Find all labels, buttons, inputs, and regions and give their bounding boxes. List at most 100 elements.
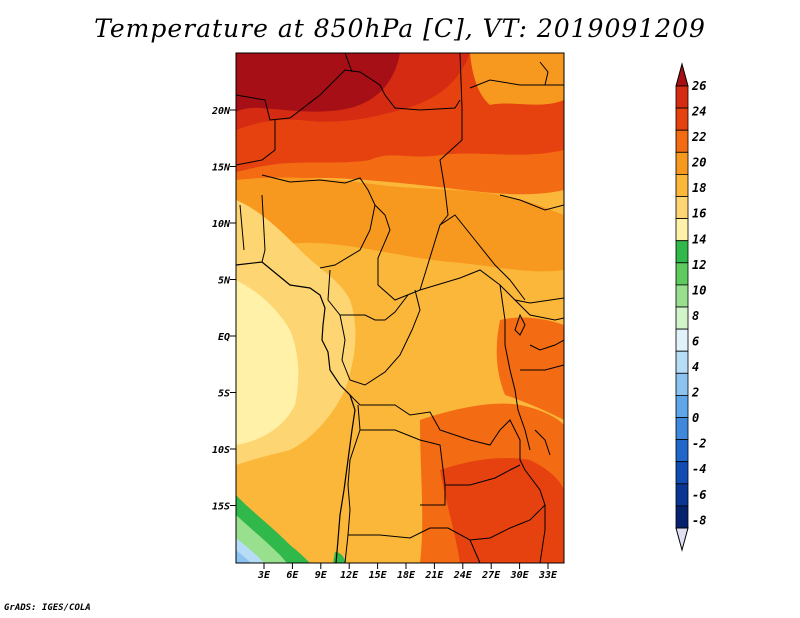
colorbar-segment <box>675 505 689 529</box>
colorbar-segment <box>675 350 689 374</box>
colorbar-label: 4 <box>692 360 699 374</box>
longitude-axis: 3E 6E 9E 12E 15E 18E 21E 24E 27E 30E 33E <box>257 563 558 581</box>
colorbar-label: 6 <box>692 334 699 348</box>
border-niger-s <box>261 174 376 206</box>
border-sahara <box>236 69 461 121</box>
colorbar-segment <box>675 218 689 242</box>
colorbar-label: 24 <box>691 105 706 119</box>
field-20-22 <box>236 177 564 272</box>
border-kenya <box>529 339 564 351</box>
colorbar-segment <box>675 328 689 352</box>
chart-title: Temperature at 850hPa [C], VT: 201909120… <box>94 14 706 43</box>
coastline-west <box>236 261 356 563</box>
border-tanzania-n <box>520 364 564 371</box>
lon-label: 12E <box>340 570 359 581</box>
colorbar-segment <box>675 85 689 109</box>
colorbar-label: -2 <box>692 437 706 451</box>
red-sea-fragment <box>539 61 549 86</box>
lon-label: 3E <box>257 570 271 581</box>
field-northeast-20-22 <box>470 53 564 105</box>
border-botswana <box>469 539 481 563</box>
lon-label: 33E <box>538 570 558 581</box>
lake-victoria <box>514 313 526 336</box>
border-chad-e <box>439 189 449 226</box>
colorbar-label: 0 <box>692 411 699 425</box>
lon-label: 15E <box>369 570 388 581</box>
colorbar-segment <box>675 240 689 264</box>
border-mozambique <box>524 469 546 563</box>
lon-label: 27E <box>481 570 501 581</box>
lon-label: 9E <box>315 570 328 581</box>
borders <box>236 53 564 563</box>
colorbar-label: 16 <box>692 207 706 221</box>
lat-label: 15S <box>212 502 230 513</box>
colorbar-label: 20 <box>691 156 706 170</box>
colorbar-segment <box>675 196 689 220</box>
colorbar-segment <box>675 262 689 286</box>
lat-label: 10N <box>212 219 231 230</box>
colorbar-label: 26 <box>691 79 706 93</box>
border-angola-e <box>360 429 446 506</box>
colorbar-segment <box>675 107 689 131</box>
lat-label: 5S <box>218 389 230 400</box>
border-sudan-eth <box>499 194 564 211</box>
colorbar-label: -6 <box>692 488 706 502</box>
lake-malawi <box>534 429 551 456</box>
colorbar-label: -8 <box>692 513 706 527</box>
border-rift-lakes <box>499 284 531 451</box>
colorbar-segment <box>675 483 689 507</box>
field-14-16-coast <box>236 280 299 445</box>
colorbar-label: 12 <box>692 258 706 272</box>
lat-label: EQ <box>218 332 230 343</box>
colorbar-label: 22 <box>691 130 706 144</box>
lat-label: 10S <box>212 445 230 456</box>
colorbar-label: 14 <box>692 232 706 246</box>
border-mali <box>236 120 276 166</box>
border-sudan-w <box>439 53 463 191</box>
map-frame <box>235 52 565 564</box>
colorbar-segment <box>675 372 689 396</box>
colorbar-label: -4 <box>692 462 706 476</box>
colorbar-bottom-arrow <box>675 527 689 552</box>
colorbar-label: 8 <box>692 309 699 323</box>
field-2-4 <box>236 550 251 563</box>
colorbar-segment <box>675 306 689 330</box>
border-egypt-s <box>469 79 564 89</box>
latitude-axis: 20N 15N 10N 5N EQ 5S 10S 15S <box>211 106 236 513</box>
lon-label: 24E <box>453 570 473 581</box>
colorbar-segment <box>675 394 689 418</box>
lat-label: 5N <box>218 276 231 287</box>
border-nigeria-e <box>319 204 376 269</box>
lon-label: 21E <box>424 570 444 581</box>
colorbar-segment <box>675 129 689 153</box>
colorbar-label: 10 <box>692 283 706 297</box>
colorbar-segment <box>675 417 689 441</box>
colorbar-segment <box>675 173 689 197</box>
colorbar-label: 18 <box>692 181 706 195</box>
border-benin <box>261 194 266 263</box>
colorbar-label: 2 <box>691 386 699 400</box>
lon-label: 18E <box>397 570 416 581</box>
temperature-field <box>236 53 564 563</box>
colorbar-segment <box>675 151 689 175</box>
field-26-hot-core <box>236 53 400 112</box>
field-east-22-24 <box>496 317 564 420</box>
lat-label: 20N <box>211 106 231 117</box>
border-zambia-n <box>445 464 521 486</box>
border-n1 <box>344 53 353 73</box>
colorbar-segment <box>675 461 689 485</box>
border-uganda-n <box>514 299 564 321</box>
border-congo <box>339 289 421 386</box>
lon-label: 30E <box>510 570 530 581</box>
grads-credit: GrADS: IGES/COLA <box>4 603 91 613</box>
border-namibia-n <box>348 504 546 541</box>
border-ghana <box>239 204 245 251</box>
colorbar-segment <box>675 284 689 308</box>
lon-label: 6E <box>286 570 299 581</box>
colorbar-top-arrow <box>675 62 689 87</box>
lat-label: 15N <box>212 163 231 174</box>
colorbar-segment <box>675 439 689 463</box>
border-drc-s <box>349 394 526 471</box>
